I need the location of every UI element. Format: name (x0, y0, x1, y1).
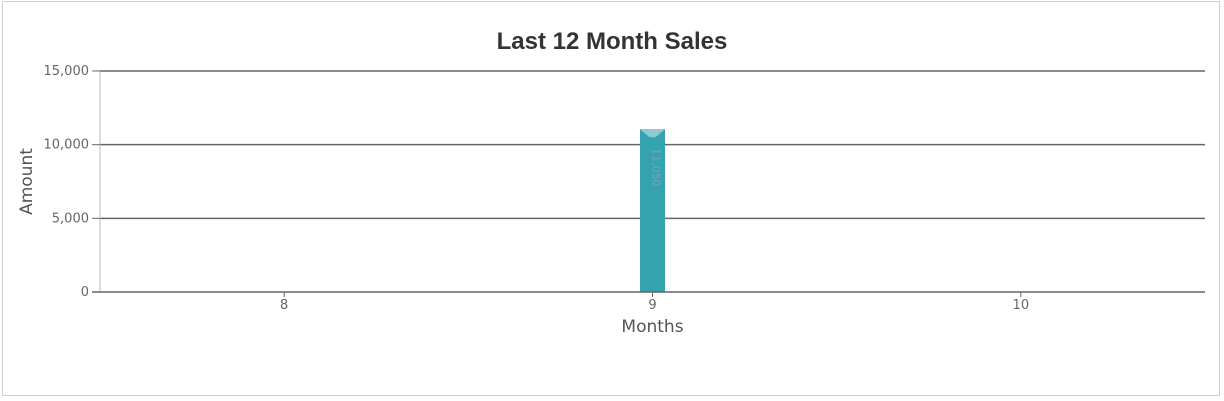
x-tick-label: 9 (648, 298, 656, 313)
axes (92, 71, 1205, 293)
x-axis-label: Months (621, 317, 683, 337)
bar-cap (640, 129, 665, 138)
chart-title: Last 12 Month Sales (496, 28, 728, 55)
y-tick-label: 10,000 (44, 138, 90, 153)
y-tick-label: 15,000 (44, 64, 90, 79)
bars: 11,050 (640, 129, 665, 292)
x-tick-label: 8 (280, 298, 288, 313)
bar[interactable] (640, 129, 665, 292)
y-tick-labels: 0 5,000 10,000 15,000 (44, 64, 100, 300)
bar-data-label: 11,050 (650, 148, 663, 187)
x-tick-labels: 8 9 10 (280, 292, 1029, 313)
y-tick-label: 0 (81, 285, 89, 300)
y-tick-label: 5,000 (52, 211, 89, 226)
x-tick-label: 10 (1013, 298, 1030, 313)
y-axis-label: Amount (17, 148, 37, 215)
